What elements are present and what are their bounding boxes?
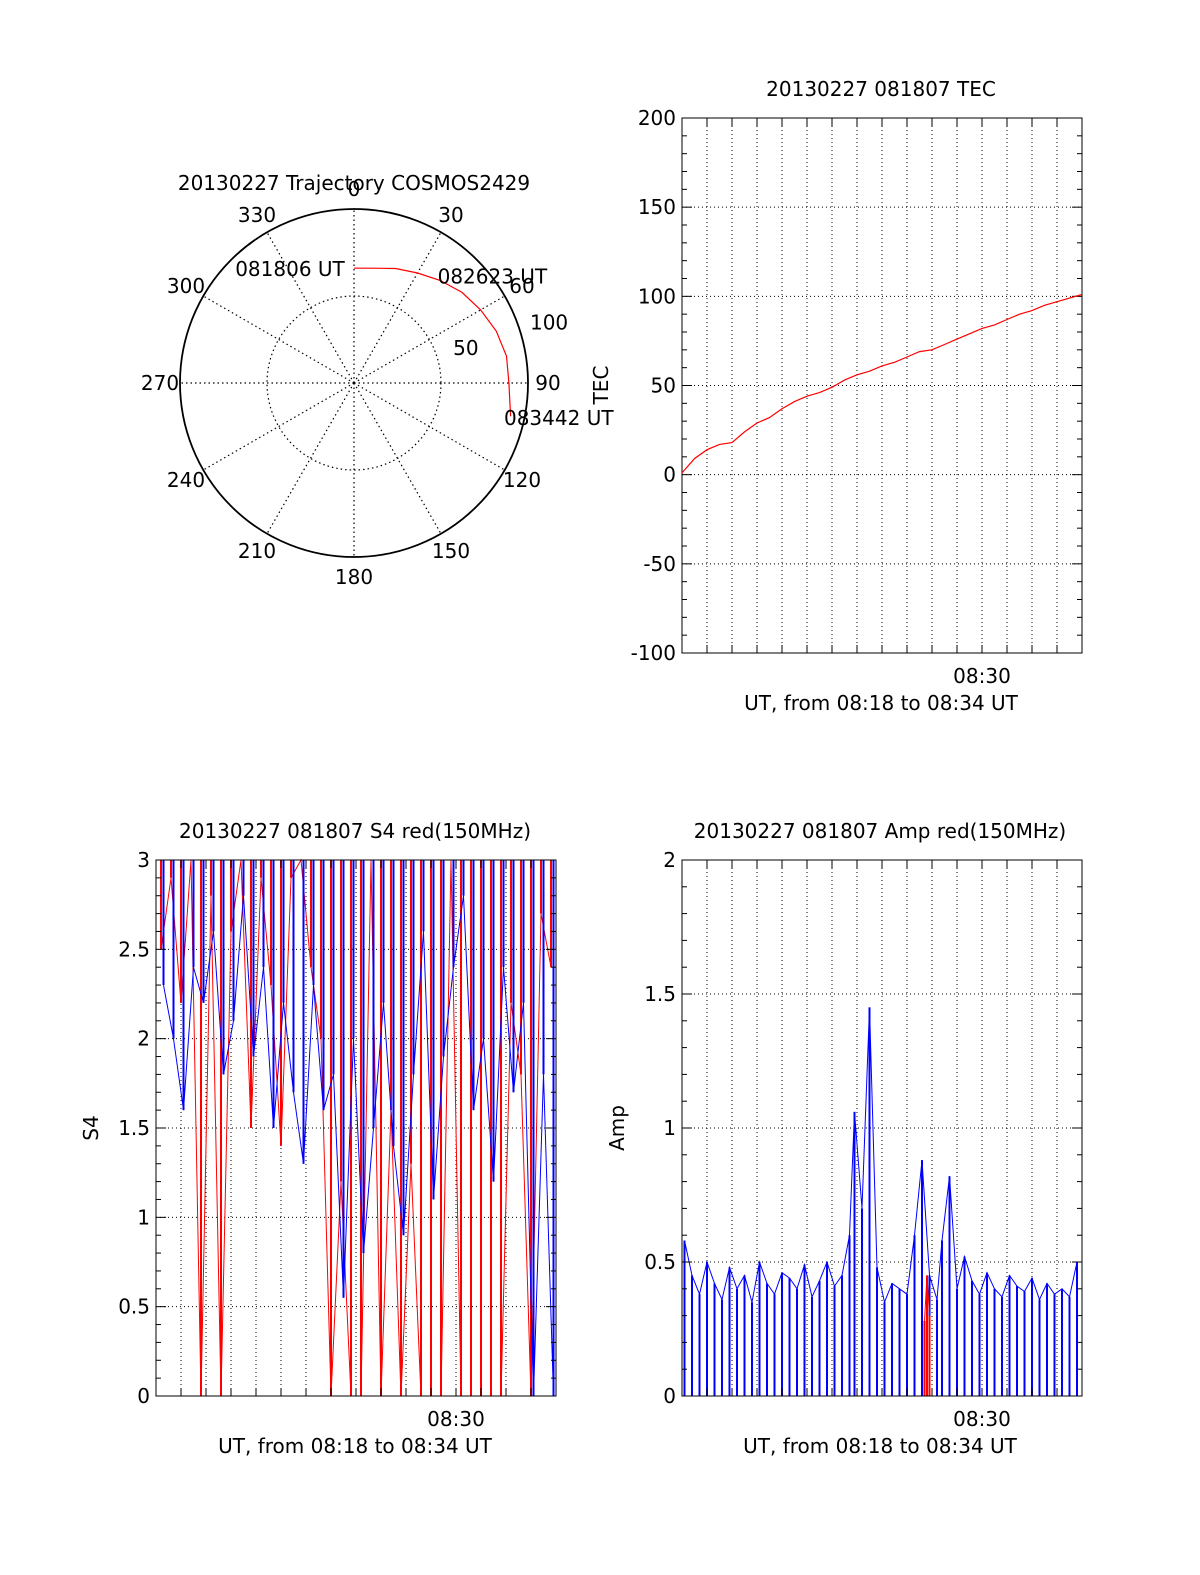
polar-angle-label: 210	[238, 539, 276, 563]
polar-radius-label: 50	[453, 336, 478, 360]
track-time-label: 082623 UT	[438, 264, 548, 288]
y-tick-label: 150	[638, 195, 676, 219]
amp-xlabel: UT, from 08:18 to 08:34 UT	[743, 1434, 1018, 1458]
polar-spoke-240	[203, 382, 355, 471]
y-tick-label: -50	[643, 552, 676, 576]
s4-title: 20130227 081807 S4 red(150MHz)	[179, 819, 531, 843]
track-time-labels: 081806 UT 082623 UT 083442 UT	[235, 257, 614, 430]
tec-ticks: -100 -50 0 50 100 150 200 08:30	[631, 106, 1082, 688]
y-tick-label: 0.5	[118, 1295, 150, 1319]
polar-grid	[179, 208, 529, 558]
polar-angle-labels: 0 30 60 90 120 150 180 210 240 270 300 330	[141, 177, 561, 589]
series-red-trace	[924, 1275, 930, 1322]
s4-xlabel: UT, from 08:18 to 08:34 UT	[218, 1434, 493, 1458]
y-tick-label: 1	[663, 1116, 676, 1140]
polar-outer-ring	[179, 208, 529, 558]
y-tick-label: 50	[651, 374, 676, 398]
polar-angle-label: 120	[503, 468, 541, 492]
s4-series	[160, 858, 555, 1397]
amp-ticks: 0 0.5 1 1.5 2 08:30	[644, 848, 1082, 1431]
tec-series-line	[681, 293, 1083, 474]
x-tick-label: 08:30	[427, 1407, 485, 1431]
tec-grid	[682, 118, 1082, 653]
y-tick-label: 100	[638, 284, 676, 308]
polar-radius-label: 100	[530, 310, 568, 334]
amp-ylabel: Amp	[605, 1105, 629, 1151]
polar-spoke-150	[353, 382, 442, 534]
polar-angle-label: 90	[535, 371, 560, 395]
satellite-track	[354, 267, 512, 417]
y-tick-label: 2	[663, 848, 676, 872]
polar-angle-label: 150	[432, 539, 470, 563]
tec-title: 20130227 081807 TEC	[766, 77, 996, 101]
polar-spoke-300	[203, 295, 355, 384]
series-blue-trace	[684, 1007, 1078, 1304]
y-tick-label: 0	[137, 1384, 150, 1408]
polar-spoke-30	[353, 232, 442, 384]
track-time-label: 083442 UT	[504, 406, 614, 430]
tec-xlabel: UT, from 08:18 to 08:34 UT	[744, 691, 1019, 715]
polar-angle-label: 270	[141, 371, 179, 395]
y-tick-label: 1.5	[118, 1116, 150, 1140]
tec-ylabel: TEC	[589, 366, 613, 406]
tec-chart: 20130227 081807 TEC -100 -50 0 50 100 150 200 0…	[589, 77, 1083, 715]
s4-chart: 20130227 081807 S4 red(150MHz) 0 0.5 1 1.5 2…	[79, 819, 557, 1458]
x-tick-label: 08:30	[953, 664, 1011, 688]
y-tick-label: 200	[638, 106, 676, 130]
polar-title: 20130227 Trajectory COSMOS2429	[178, 171, 530, 195]
series-blue-trace	[163, 895, 554, 1397]
y-tick-label: -100	[631, 641, 676, 665]
y-tick-label: 1	[137, 1205, 150, 1229]
polar-angle-label: 240	[167, 468, 205, 492]
polar-angle-label: 30	[438, 203, 463, 227]
y-tick-label: 2	[137, 1027, 150, 1051]
polar-spoke-60	[353, 295, 505, 384]
polar-angle-label: 330	[238, 203, 276, 227]
y-tick-label: 2.5	[118, 937, 150, 961]
y-tick-label: 0	[663, 1384, 676, 1408]
trajectory-polar-chart: 20130227 Trajectory COSMOS2429 0 30 60 90 12…	[141, 171, 614, 589]
polar-spoke-120	[353, 382, 505, 471]
y-tick-label: 1.5	[644, 982, 676, 1006]
amp-title: 20130227 081807 Amp red(150MHz)	[694, 819, 1066, 843]
x-tick-label: 08:30	[953, 1407, 1011, 1431]
amp-chart: 20130227 081807 Amp red(150MHz) 0 0.5 1 1.5…	[605, 819, 1083, 1458]
polar-angle-label: 300	[167, 274, 205, 298]
polar-angle-label: 0	[348, 177, 361, 201]
polar-angle-label: 180	[335, 565, 373, 589]
s4-ylabel: S4	[79, 1115, 103, 1140]
polar-spoke-330	[266, 232, 355, 384]
polar-radius-labels: 50 100	[453, 310, 568, 359]
track-time-label: 081806 UT	[235, 257, 345, 281]
amp-series	[683, 1007, 1078, 1396]
amp-grid	[682, 860, 1082, 1396]
polar-angle-label: 60	[509, 274, 534, 298]
s4-ticks: 0 0.5 1 1.5 2 2.5 3 08:30	[118, 848, 556, 1431]
y-tick-label: 0.5	[644, 1250, 676, 1274]
polar-spoke-210	[266, 382, 355, 534]
y-tick-label: 0	[663, 463, 676, 487]
y-tick-label: 3	[137, 848, 150, 872]
